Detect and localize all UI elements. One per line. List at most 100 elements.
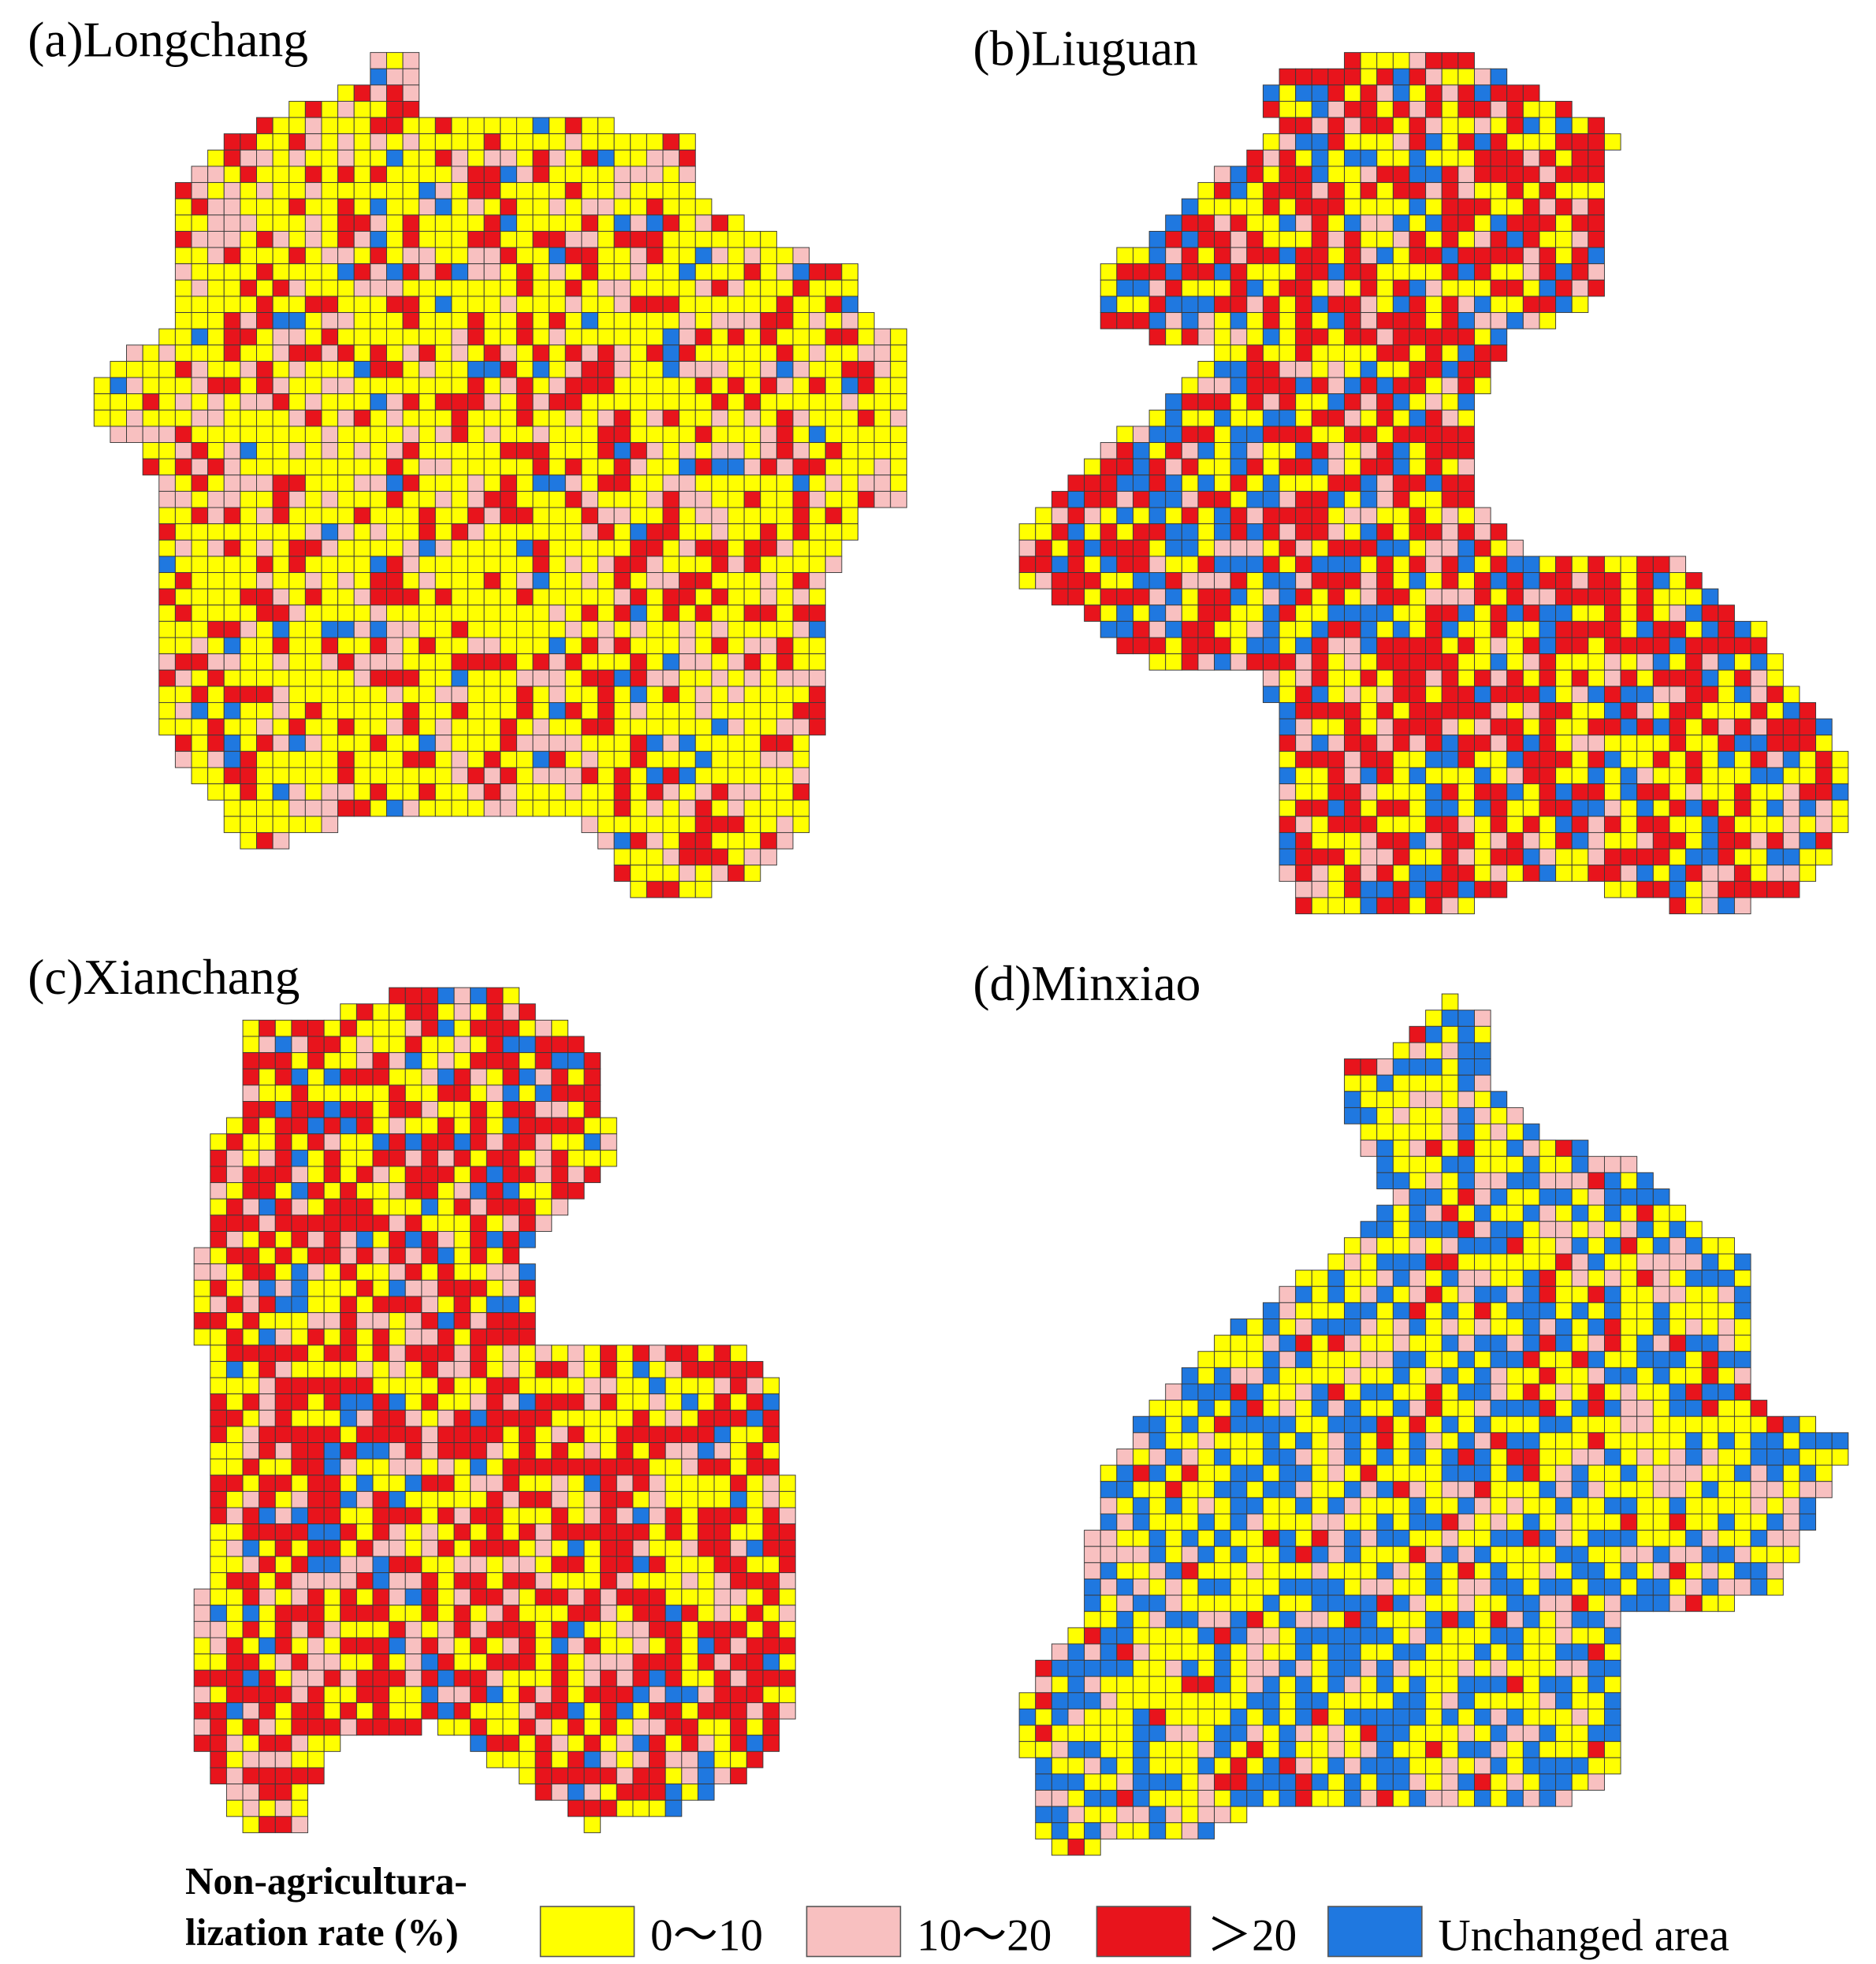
- grid-cell: [483, 718, 501, 736]
- grid-cell: [760, 442, 777, 459]
- grid-cell: [404, 1036, 422, 1054]
- grid-cell: [404, 1377, 422, 1395]
- grid-cell: [223, 620, 241, 638]
- grid-cell: [355, 1345, 374, 1362]
- grid-cell: [1392, 588, 1410, 606]
- grid-cell: [613, 831, 631, 850]
- grid-cell: [1490, 133, 1508, 151]
- grid-cell: [728, 686, 745, 703]
- grid-cell: [532, 523, 550, 541]
- grid-cell: [207, 328, 225, 346]
- grid-cell: [519, 1507, 536, 1525]
- grid-cell: [1295, 474, 1312, 492]
- grid-cell: [207, 360, 225, 378]
- grid-cell: [500, 767, 517, 785]
- grid-cell: [467, 166, 485, 184]
- grid-cell: [1392, 880, 1410, 898]
- grid-cell: [776, 816, 794, 833]
- grid-cell: [1425, 1172, 1442, 1190]
- grid-cell: [649, 1637, 666, 1655]
- grid-cell: [453, 1686, 471, 1703]
- grid-cell: [516, 539, 534, 557]
- grid-cell: [1718, 880, 1735, 898]
- grid-cell: [274, 1360, 292, 1378]
- grid-cell: [223, 701, 241, 720]
- grid-cell: [711, 686, 728, 703]
- grid-cell: [323, 1588, 341, 1606]
- grid-cell: [564, 328, 583, 346]
- grid-cell: [664, 1702, 683, 1720]
- grid-cell: [1490, 620, 1508, 638]
- grid-cell: [1392, 539, 1410, 557]
- grid-cell: [679, 735, 696, 752]
- grid-cell: [1474, 1188, 1491, 1206]
- grid-cell: [355, 1556, 374, 1573]
- grid-cell: [225, 1702, 244, 1720]
- grid-cell: [486, 1718, 504, 1736]
- grid-cell: [486, 1360, 504, 1378]
- grid-cell: [1652, 735, 1670, 752]
- grid-cell: [583, 1669, 601, 1687]
- grid-cell: [467, 409, 485, 427]
- grid-cell: [762, 1572, 780, 1590]
- grid-cell: [1230, 247, 1248, 265]
- grid-cell: [1279, 230, 1297, 248]
- grid-cell: [223, 247, 241, 265]
- grid-cell: [1425, 718, 1442, 736]
- grid-cell: [437, 1084, 455, 1102]
- grid-cell: [1652, 783, 1670, 801]
- grid-cell: [597, 230, 615, 248]
- grid-cell: [1669, 1237, 1687, 1255]
- grid-cell: [307, 1556, 325, 1573]
- grid-cell: [274, 1247, 292, 1265]
- grid-cell: [681, 1588, 698, 1606]
- grid-cell: [1181, 426, 1199, 444]
- grid-cell: [486, 1003, 504, 1021]
- grid-cell: [288, 507, 306, 525]
- grid-cell: [1506, 166, 1524, 184]
- grid-cell: [597, 767, 615, 785]
- grid-cell: [1344, 783, 1361, 801]
- grid-cell: [792, 604, 810, 622]
- grid-cell: [372, 1360, 390, 1378]
- grid-cell: [372, 1475, 390, 1492]
- grid-cell: [694, 312, 713, 329]
- grid-cell: [500, 198, 517, 216]
- grid-cell: [711, 377, 728, 395]
- grid-cell: [404, 1556, 422, 1573]
- grid-cell: [437, 1637, 455, 1655]
- grid-cell: [372, 1312, 390, 1330]
- grid-cell: [274, 1101, 292, 1118]
- grid-cell: [1441, 328, 1459, 346]
- grid-cell: [421, 1263, 438, 1281]
- grid-cell: [551, 1637, 568, 1655]
- grid-cell: [353, 572, 371, 590]
- grid-cell: [321, 409, 339, 427]
- grid-cell: [1279, 507, 1297, 525]
- grid-cell: [679, 865, 696, 882]
- grid-cell: [1311, 799, 1329, 817]
- grid-cell: [225, 1588, 244, 1606]
- grid-cell: [1360, 865, 1378, 882]
- grid-cell: [437, 987, 455, 1005]
- grid-cell: [307, 1019, 325, 1037]
- grid-cell: [256, 393, 274, 411]
- grid-cell: [1685, 588, 1703, 606]
- grid-cell: [1701, 701, 1719, 720]
- grid-cell: [486, 1442, 504, 1460]
- grid-cell: [272, 230, 290, 248]
- grid-cell: [337, 701, 355, 720]
- grid-cell: [1490, 1091, 1508, 1108]
- grid-cell: [743, 377, 761, 395]
- grid-cell: [630, 831, 647, 850]
- grid-cell: [1441, 783, 1459, 801]
- grid-cell: [597, 604, 615, 622]
- grid-cell: [1652, 669, 1670, 687]
- grid-cell: [743, 669, 761, 687]
- grid-cell: [1701, 1253, 1719, 1271]
- grid-cell: [1539, 572, 1557, 590]
- grid-cell: [679, 279, 696, 297]
- grid-cell: [697, 1750, 715, 1769]
- grid-cell: [1555, 1155, 1573, 1174]
- grid-cell: [1262, 312, 1280, 329]
